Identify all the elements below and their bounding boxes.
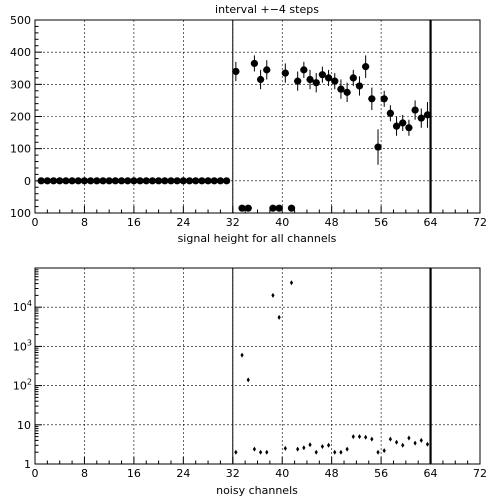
x-tick-label: 24 [176,216,190,229]
data-point [314,449,318,455]
y-tick-label: 500 [10,14,31,27]
x-tick-label: 16 [127,216,141,229]
x-tick-label: 40 [275,216,289,229]
data-point [357,434,362,440]
data-point [401,442,405,448]
x-tick-label: 72 [473,216,487,229]
data-point [258,449,263,455]
data-point [370,436,374,442]
x-tick-label: 0 [32,216,39,229]
top-x-axis-label: signal height for all channels [178,232,337,245]
data-point [302,445,306,451]
data-point [320,443,324,449]
data-point [394,439,399,445]
y-tick-label: 400 [10,46,31,59]
x-tick-label: 0 [32,467,39,480]
x-tick-label: 64 [424,216,438,229]
y-tick-label: 100 [10,143,31,156]
x-tick-label: 56 [374,216,388,229]
x-tick-label: 56 [374,467,388,480]
x-tick-label: 48 [325,467,339,480]
data-point [413,440,417,446]
data-point [333,449,337,455]
bottom-x-axis-label: noisy channels [216,484,298,497]
data-point [271,292,275,298]
data-point [326,442,331,448]
x-tick-label: 40 [275,467,289,480]
panel-bottom: 0 8 16 24 32 40 48 56 64 72 1 10 102 103 104 [13,267,487,480]
x-tick-label: 48 [325,216,339,229]
data-point [407,435,411,441]
x-tick-label: 32 [226,467,240,480]
y-tick-label: 102 [13,378,32,393]
y-tick-label: 100 [10,207,31,220]
chart-title: interval +−4 steps [215,3,319,16]
data-point [277,314,281,320]
x-tick-label: 8 [81,467,88,480]
data-point [425,441,430,447]
y-tick-label: 200 [10,111,31,124]
plot-frame [34,267,481,465]
data-point [246,377,250,383]
data-point [283,445,287,451]
data-point [234,449,238,455]
data-point [240,352,244,358]
data-point [308,442,312,448]
data-point [252,446,257,452]
y-tick-label: 1 [24,458,31,471]
y-tick-label: 300 [10,78,31,91]
y-tick-label: 10 [17,419,31,432]
data-point [419,437,423,443]
x-tick-label: 24 [176,467,190,480]
x-tick-label: 16 [127,467,141,480]
data-point [289,280,294,286]
x-tick-label: 32 [226,216,240,229]
data-point [345,446,349,452]
x-tick-label: 72 [473,467,487,480]
data-point [351,434,355,440]
x-tick-label: 64 [424,467,438,480]
data-point [382,448,386,454]
data-point [339,449,343,455]
data-point [388,436,392,442]
data-point [265,449,269,455]
data-point [364,434,368,440]
y-tick-label: 0 [24,175,31,188]
x-tick-label: 8 [81,216,88,229]
data-point [296,446,300,452]
data-point [376,449,380,455]
y-tick-label: 104 [13,299,32,314]
y-tick-label: 103 [13,338,32,353]
